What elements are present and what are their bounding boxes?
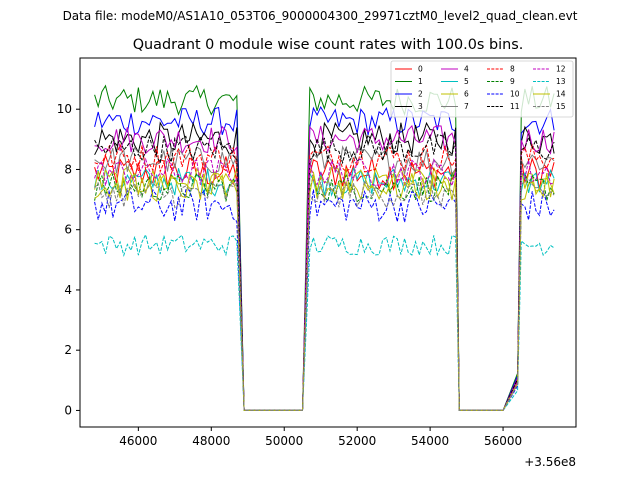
x-tick-label: 48000 [192,434,230,448]
x-tick-label: 52000 [338,434,376,448]
y-tick-label: 2 [64,343,72,357]
y-tick-label: 10 [57,102,72,116]
series-line-9 [94,171,555,411]
y-tick-label: 4 [64,283,72,297]
x-tick-label: 50000 [265,434,303,448]
y-axis: 0 2 4 6 8 10 [57,102,80,417]
series-line-13 [94,233,555,411]
legend-label-6: 6 [464,90,469,99]
legend-label-13: 13 [556,77,566,86]
legend-label-14: 14 [556,90,566,99]
series-line-3 [94,121,555,411]
series-layer [94,84,555,411]
legend-label-7: 7 [464,102,469,111]
legend-label-4: 4 [464,65,469,74]
x-tick-label: 54000 [411,434,449,448]
x-axis: 46000 48000 50000 52000 54000 56000 [119,427,522,448]
series-line-14 [94,172,555,411]
y-tick-label: 8 [64,162,72,176]
x-tick-label: 46000 [119,434,157,448]
x-tick-label: 56000 [484,434,522,448]
data-file-caption: Data file: modeM0/AS1A10_053T06_90000043… [63,9,578,23]
legend-label-1: 1 [418,77,423,86]
legend-label-2: 2 [418,90,423,99]
y-tick-label: 6 [64,223,72,237]
series-line-11 [94,133,555,411]
series-line-6 [94,166,555,411]
series-line-15 [94,178,555,411]
legend-label-11: 11 [510,102,520,111]
x-offset-label: +3.56e8 [524,455,576,469]
legend-label-5: 5 [464,77,469,86]
legend-label-9: 9 [510,77,515,86]
chart-title: Quadrant 0 module wise count rates with … [133,37,524,53]
legend-label-10: 10 [510,90,520,99]
series-line-12 [94,157,555,411]
legend-label-0: 0 [418,65,423,74]
legend-box [390,60,574,118]
series-line-4 [94,124,555,411]
legend-label-8: 8 [510,65,515,74]
legend-label-3: 3 [418,102,423,111]
plot-frame [79,57,577,428]
series-line-2 [94,106,555,411]
legend-label-15: 15 [556,102,566,111]
series-line-8 [94,143,555,411]
series-line-10 [94,188,555,411]
legend-label-12: 12 [556,65,566,74]
y-tick-label: 0 [64,403,72,417]
